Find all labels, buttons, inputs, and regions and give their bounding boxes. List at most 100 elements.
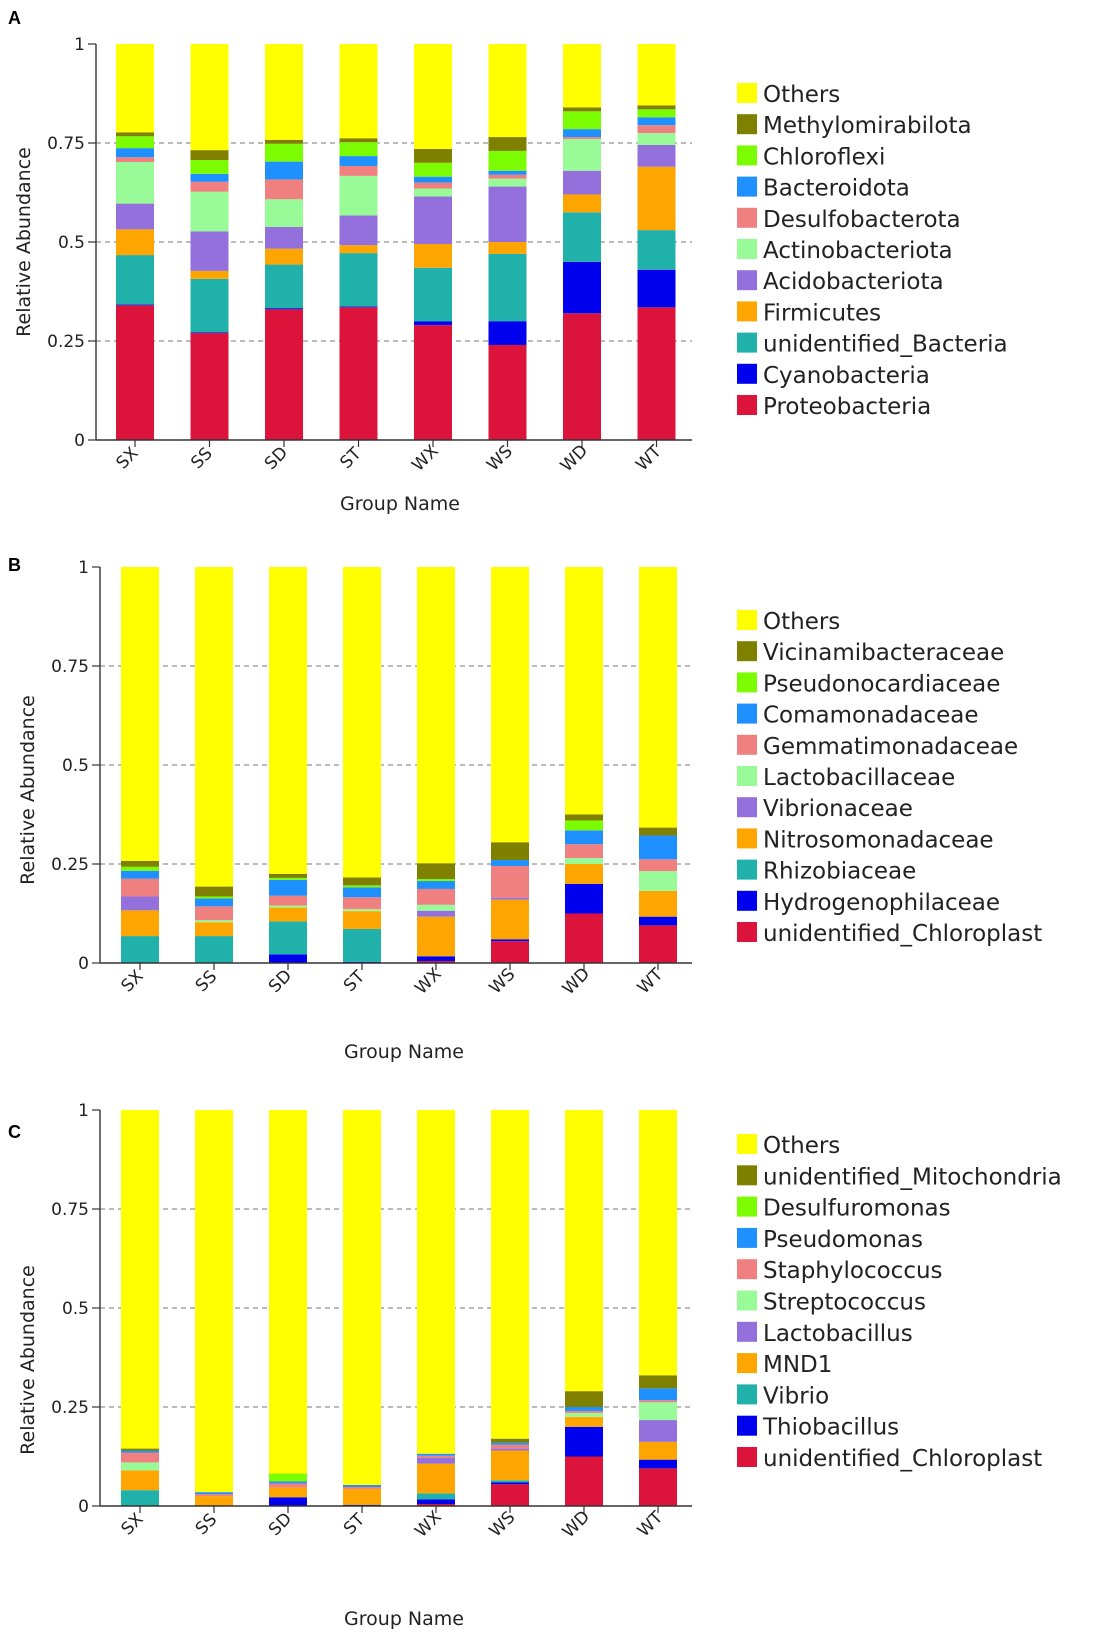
bar-segment: [563, 107, 601, 112]
bar-stack-wd: [565, 567, 603, 963]
bar-segment: [488, 44, 527, 138]
bar-segment: [190, 150, 229, 161]
bar-segment: [343, 1486, 381, 1489]
bar-segment: [116, 44, 154, 133]
bar-segment: [488, 186, 527, 242]
bar-segment: [417, 1110, 455, 1454]
bar-segment: [414, 148, 452, 163]
bar-segment: [491, 1448, 529, 1451]
bar-segment: [121, 1462, 159, 1471]
bar-stack-sx: [121, 567, 159, 963]
bar-segment: [565, 1412, 603, 1417]
bar-segment: [339, 165, 378, 176]
bar-segment: [488, 150, 527, 171]
bar-segment: [343, 885, 381, 888]
bar-segment: [417, 1504, 455, 1506]
bar-segment: [563, 111, 601, 130]
x-axis-title: Group Name: [344, 1608, 464, 1630]
legend-label: Pseudonocardiaceae: [763, 671, 1000, 697]
legend-label: Proteobacteria: [763, 394, 931, 420]
legend: Others Methylomirabilota Chloroflexi Bacter…: [737, 82, 1008, 420]
legend-item: unidentified_Mitochondria: [737, 1164, 1062, 1190]
bar-segment: [491, 1438, 529, 1443]
legend-label: Others: [763, 1133, 840, 1159]
bar-segment: [265, 179, 303, 200]
bar-stack-sd: [269, 567, 307, 963]
bar-segment: [639, 1400, 677, 1403]
bar-segment: [265, 44, 303, 140]
bar-segment: [265, 143, 303, 162]
legend-item: MND1: [737, 1352, 832, 1378]
legend-label: unidentified_Chloroplast: [763, 1446, 1042, 1472]
legend-label: Actinobacteriota: [763, 238, 953, 264]
bar-segment: [265, 309, 303, 440]
bar-segment: [195, 1494, 233, 1497]
bar-segment: [637, 166, 676, 231]
panel-letter: C: [8, 1122, 21, 1142]
legend-label: Others: [763, 82, 840, 108]
legend-label: Lactobacillus: [763, 1321, 913, 1347]
bar-segment: [488, 170, 527, 175]
bar-segment: [637, 125, 676, 134]
bar-segment: [190, 332, 229, 334]
bar-segment: [195, 896, 233, 899]
bar-segment: [195, 936, 233, 963]
bar-segment: [195, 922, 233, 937]
legend-swatch: [737, 766, 757, 786]
y-tick-label: 0.5: [62, 1299, 89, 1319]
x-tick-label: SS: [192, 967, 221, 996]
y-tick-label: 0.5: [62, 756, 89, 776]
legend-swatch: [737, 301, 757, 322]
legend-label: Nitrosomonadaceae: [763, 827, 994, 853]
legend: Others Vicinamibacteraceae Pseudonocardiac…: [737, 609, 1042, 947]
x-tick-label: SS: [187, 444, 216, 473]
bar-segment: [637, 269, 676, 308]
bar-segment: [339, 156, 378, 166]
bar-segment: [414, 267, 452, 322]
bar-segment: [491, 1484, 529, 1506]
legend-item: Streptococcus: [737, 1290, 926, 1316]
y-axis-title: Relative Abundance: [17, 1265, 39, 1455]
legend-label: Desulfobacterota: [763, 207, 961, 233]
legend-swatch: [737, 1321, 757, 1342]
plot-area: 0 0.25 0.5 0.75 1 SX SS SD ST WX WS WD WT: [47, 35, 692, 476]
bar-segment: [417, 567, 455, 864]
legend-swatch: [737, 395, 757, 415]
bar-stack-wx: [417, 1110, 455, 1506]
bar-segment: [639, 827, 677, 836]
legend-item: unidentified_Bacteria: [737, 332, 1008, 358]
legend-item: Lactobacillaceae: [737, 765, 955, 791]
plot-area: 0 0.25 0.5 0.75 1 SX SS SD ST WX WS WD WT: [51, 558, 692, 999]
x-tick-label: WT: [634, 1507, 668, 1541]
bar-stack-wx: [417, 567, 455, 963]
x-tick-label: SX: [117, 966, 147, 996]
bar-segment: [565, 1110, 603, 1392]
legend-item: Chloroflexi: [737, 144, 885, 170]
bar-segment: [265, 161, 303, 180]
bar-segment: [269, 905, 307, 908]
legend-swatch: [737, 1353, 757, 1374]
legend-label: Desulfuromonas: [763, 1196, 951, 1222]
bar-segment: [565, 858, 603, 864]
legend-label: Others: [763, 609, 840, 635]
bar-segment: [417, 1457, 455, 1464]
legend-label: Thiobacillus: [762, 1415, 899, 1441]
bar-segment: [491, 1444, 529, 1449]
bar-stack-sd: [265, 44, 303, 440]
bar-stack-ss: [190, 44, 229, 440]
legend-label: Hydrogenophilaceae: [763, 890, 1000, 916]
bar-segment: [639, 1110, 677, 1376]
legend-swatch: [737, 1415, 757, 1436]
bar-segment: [414, 325, 452, 440]
legend-swatch: [737, 1447, 757, 1467]
y-tick-label: 0: [78, 954, 89, 974]
bar-stack-sx: [121, 1110, 159, 1506]
legend-label: Lactobacillaceae: [763, 765, 955, 791]
bar-segment: [339, 142, 378, 157]
x-tick-label: WS: [486, 965, 520, 999]
legend-swatch: [737, 641, 757, 662]
bar-segment: [565, 1416, 603, 1427]
bar-segment: [565, 1407, 603, 1411]
